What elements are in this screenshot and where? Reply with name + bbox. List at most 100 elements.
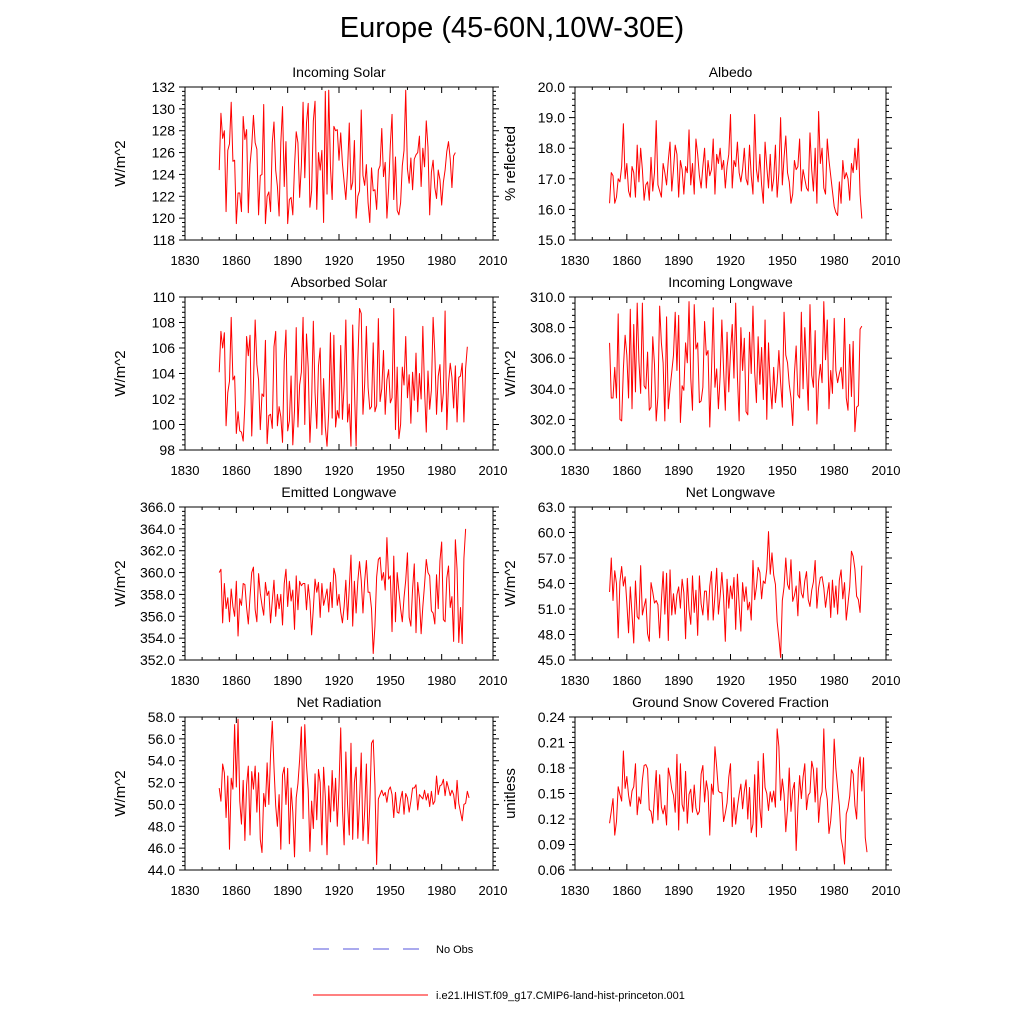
figure-title: Europe (45-60N,10W-30E) bbox=[339, 12, 685, 44]
panel-ground-snow-covered-fraction: Ground Snow Covered Fraction unitless 1830… bbox=[502, 694, 900, 898]
y-axis-label: unitless bbox=[502, 768, 519, 819]
y-tick-label: 98 bbox=[159, 442, 175, 458]
panel-title: Incoming Solar bbox=[292, 64, 386, 80]
x-tick-label: 1830 bbox=[561, 673, 590, 688]
x-tick-label: 1950 bbox=[376, 673, 405, 688]
x-tick-label: 1920 bbox=[716, 673, 745, 688]
y-tick-label: 130 bbox=[152, 101, 176, 117]
y-tick-label: 306.0 bbox=[530, 350, 565, 366]
y-tick-label: 118 bbox=[153, 232, 176, 248]
panel-incoming-solar: Incoming Solar W/m^2 1830 1860 1890 1920 1950 1… bbox=[112, 64, 507, 268]
x-tick-label: 1860 bbox=[222, 253, 251, 268]
y-tick-label: 120 bbox=[152, 210, 176, 226]
y-tick-label: 63.0 bbox=[538, 499, 565, 515]
y-tick-label: 102 bbox=[152, 391, 176, 407]
panel-title: Albedo bbox=[709, 64, 753, 80]
series-line-albedo bbox=[609, 110, 863, 219]
series-line-absorbed-solar bbox=[218, 307, 468, 447]
x-tick-label: 1830 bbox=[171, 883, 200, 898]
series-line-emitted-longwave bbox=[218, 528, 467, 654]
x-tick-label: 1830 bbox=[171, 463, 200, 478]
x-tick-label: 1920 bbox=[716, 463, 745, 478]
x-tick-label: 1890 bbox=[273, 253, 302, 268]
series-line-ground-snow-covered-fraction bbox=[609, 728, 868, 865]
y-tick-label: 54.0 bbox=[148, 753, 175, 769]
y-tick-label: 16.0 bbox=[538, 201, 565, 217]
y-tick-label: 19.0 bbox=[538, 110, 565, 126]
panel-absorbed-solar: Absorbed Solar W/m^2 1830 1860 1890 1920 1950 1… bbox=[112, 274, 507, 478]
legend-label: No Obs bbox=[436, 944, 474, 956]
x-tick-label: 1950 bbox=[376, 253, 405, 268]
y-tick-label: 60.0 bbox=[538, 525, 565, 541]
y-tick-label: 51.0 bbox=[538, 601, 565, 617]
y-axis-label: W/m^2 bbox=[502, 560, 519, 606]
x-tick-label: 2010 bbox=[479, 883, 508, 898]
x-tick-label: 2010 bbox=[872, 883, 901, 898]
x-tick-label: 1980 bbox=[820, 673, 849, 688]
y-tick-label: 364.0 bbox=[140, 521, 175, 537]
y-tick-label: 58.0 bbox=[148, 709, 175, 725]
x-tick-label: 1830 bbox=[561, 883, 590, 898]
x-tick-label: 1950 bbox=[768, 883, 797, 898]
x-tick-label: 1980 bbox=[427, 253, 456, 268]
y-tick-label: 48.0 bbox=[148, 818, 175, 834]
y-tick-label: 44.0 bbox=[148, 862, 175, 878]
x-tick-label: 1890 bbox=[664, 253, 693, 268]
y-tick-label: 108 bbox=[152, 315, 176, 331]
x-tick-label: 1830 bbox=[171, 673, 200, 688]
y-tick-label: 366.0 bbox=[140, 499, 175, 515]
y-tick-label: 104 bbox=[152, 366, 176, 382]
x-tick-label: 1860 bbox=[222, 883, 251, 898]
x-tick-label: 1830 bbox=[561, 463, 590, 478]
y-tick-label: 356.0 bbox=[140, 608, 175, 624]
y-tick-label: 310.0 bbox=[530, 289, 565, 305]
series-line-net-longwave bbox=[609, 531, 863, 658]
x-tick-label: 1920 bbox=[716, 253, 745, 268]
x-tick-label: 1890 bbox=[273, 463, 302, 478]
y-tick-label: 17.0 bbox=[538, 171, 565, 187]
y-tick-label: 46.0 bbox=[148, 840, 175, 856]
x-tick-label: 1950 bbox=[768, 463, 797, 478]
y-tick-label: 0.18 bbox=[538, 760, 565, 776]
y-tick-label: 122 bbox=[152, 188, 176, 204]
x-tick-label: 1950 bbox=[376, 883, 405, 898]
x-tick-label: 1950 bbox=[768, 673, 797, 688]
y-tick-label: 106 bbox=[152, 340, 176, 356]
y-tick-label: 45.0 bbox=[538, 652, 565, 668]
y-tick-label: 52.0 bbox=[148, 775, 175, 791]
x-tick-label: 1920 bbox=[716, 883, 745, 898]
x-tick-label: 1920 bbox=[325, 673, 354, 688]
y-tick-label: 54.0 bbox=[538, 576, 565, 592]
y-tick-label: 300.0 bbox=[530, 442, 565, 458]
x-tick-label: 1860 bbox=[612, 673, 641, 688]
panel-title: Incoming Longwave bbox=[668, 274, 793, 290]
y-tick-label: 56.0 bbox=[148, 731, 175, 747]
y-tick-label: 352.0 bbox=[140, 652, 175, 668]
y-tick-label: 110 bbox=[153, 289, 176, 305]
y-tick-label: 0.09 bbox=[538, 837, 565, 853]
x-tick-label: 1980 bbox=[427, 463, 456, 478]
x-tick-label: 1980 bbox=[820, 253, 849, 268]
x-tick-label: 1890 bbox=[664, 463, 693, 478]
y-tick-label: 126 bbox=[152, 145, 176, 161]
y-axis-label: W/m^2 bbox=[112, 770, 129, 816]
panel-net-longwave: Net Longwave W/m^2 1830 1860 1890 1920 1950 198… bbox=[502, 484, 900, 688]
y-tick-label: 362.0 bbox=[140, 543, 175, 559]
y-tick-label: 15.0 bbox=[538, 232, 565, 248]
x-tick-label: 1830 bbox=[171, 253, 200, 268]
x-tick-label: 2010 bbox=[872, 253, 901, 268]
y-axis-label: % reflected bbox=[502, 126, 519, 201]
x-tick-label: 1890 bbox=[664, 883, 693, 898]
series-line-incoming-solar bbox=[218, 89, 456, 225]
x-tick-label: 1980 bbox=[820, 463, 849, 478]
panel-title: Absorbed Solar bbox=[291, 274, 388, 290]
y-tick-label: 132 bbox=[152, 79, 176, 95]
y-axis-label: W/m^2 bbox=[112, 560, 129, 606]
panel-title: Net Radiation bbox=[297, 694, 382, 710]
panel-title: Emitted Longwave bbox=[281, 484, 396, 500]
x-tick-label: 1890 bbox=[273, 883, 302, 898]
y-axis-label: W/m^2 bbox=[112, 350, 129, 396]
y-tick-label: 358.0 bbox=[140, 586, 175, 602]
x-tick-label: 1920 bbox=[325, 253, 354, 268]
